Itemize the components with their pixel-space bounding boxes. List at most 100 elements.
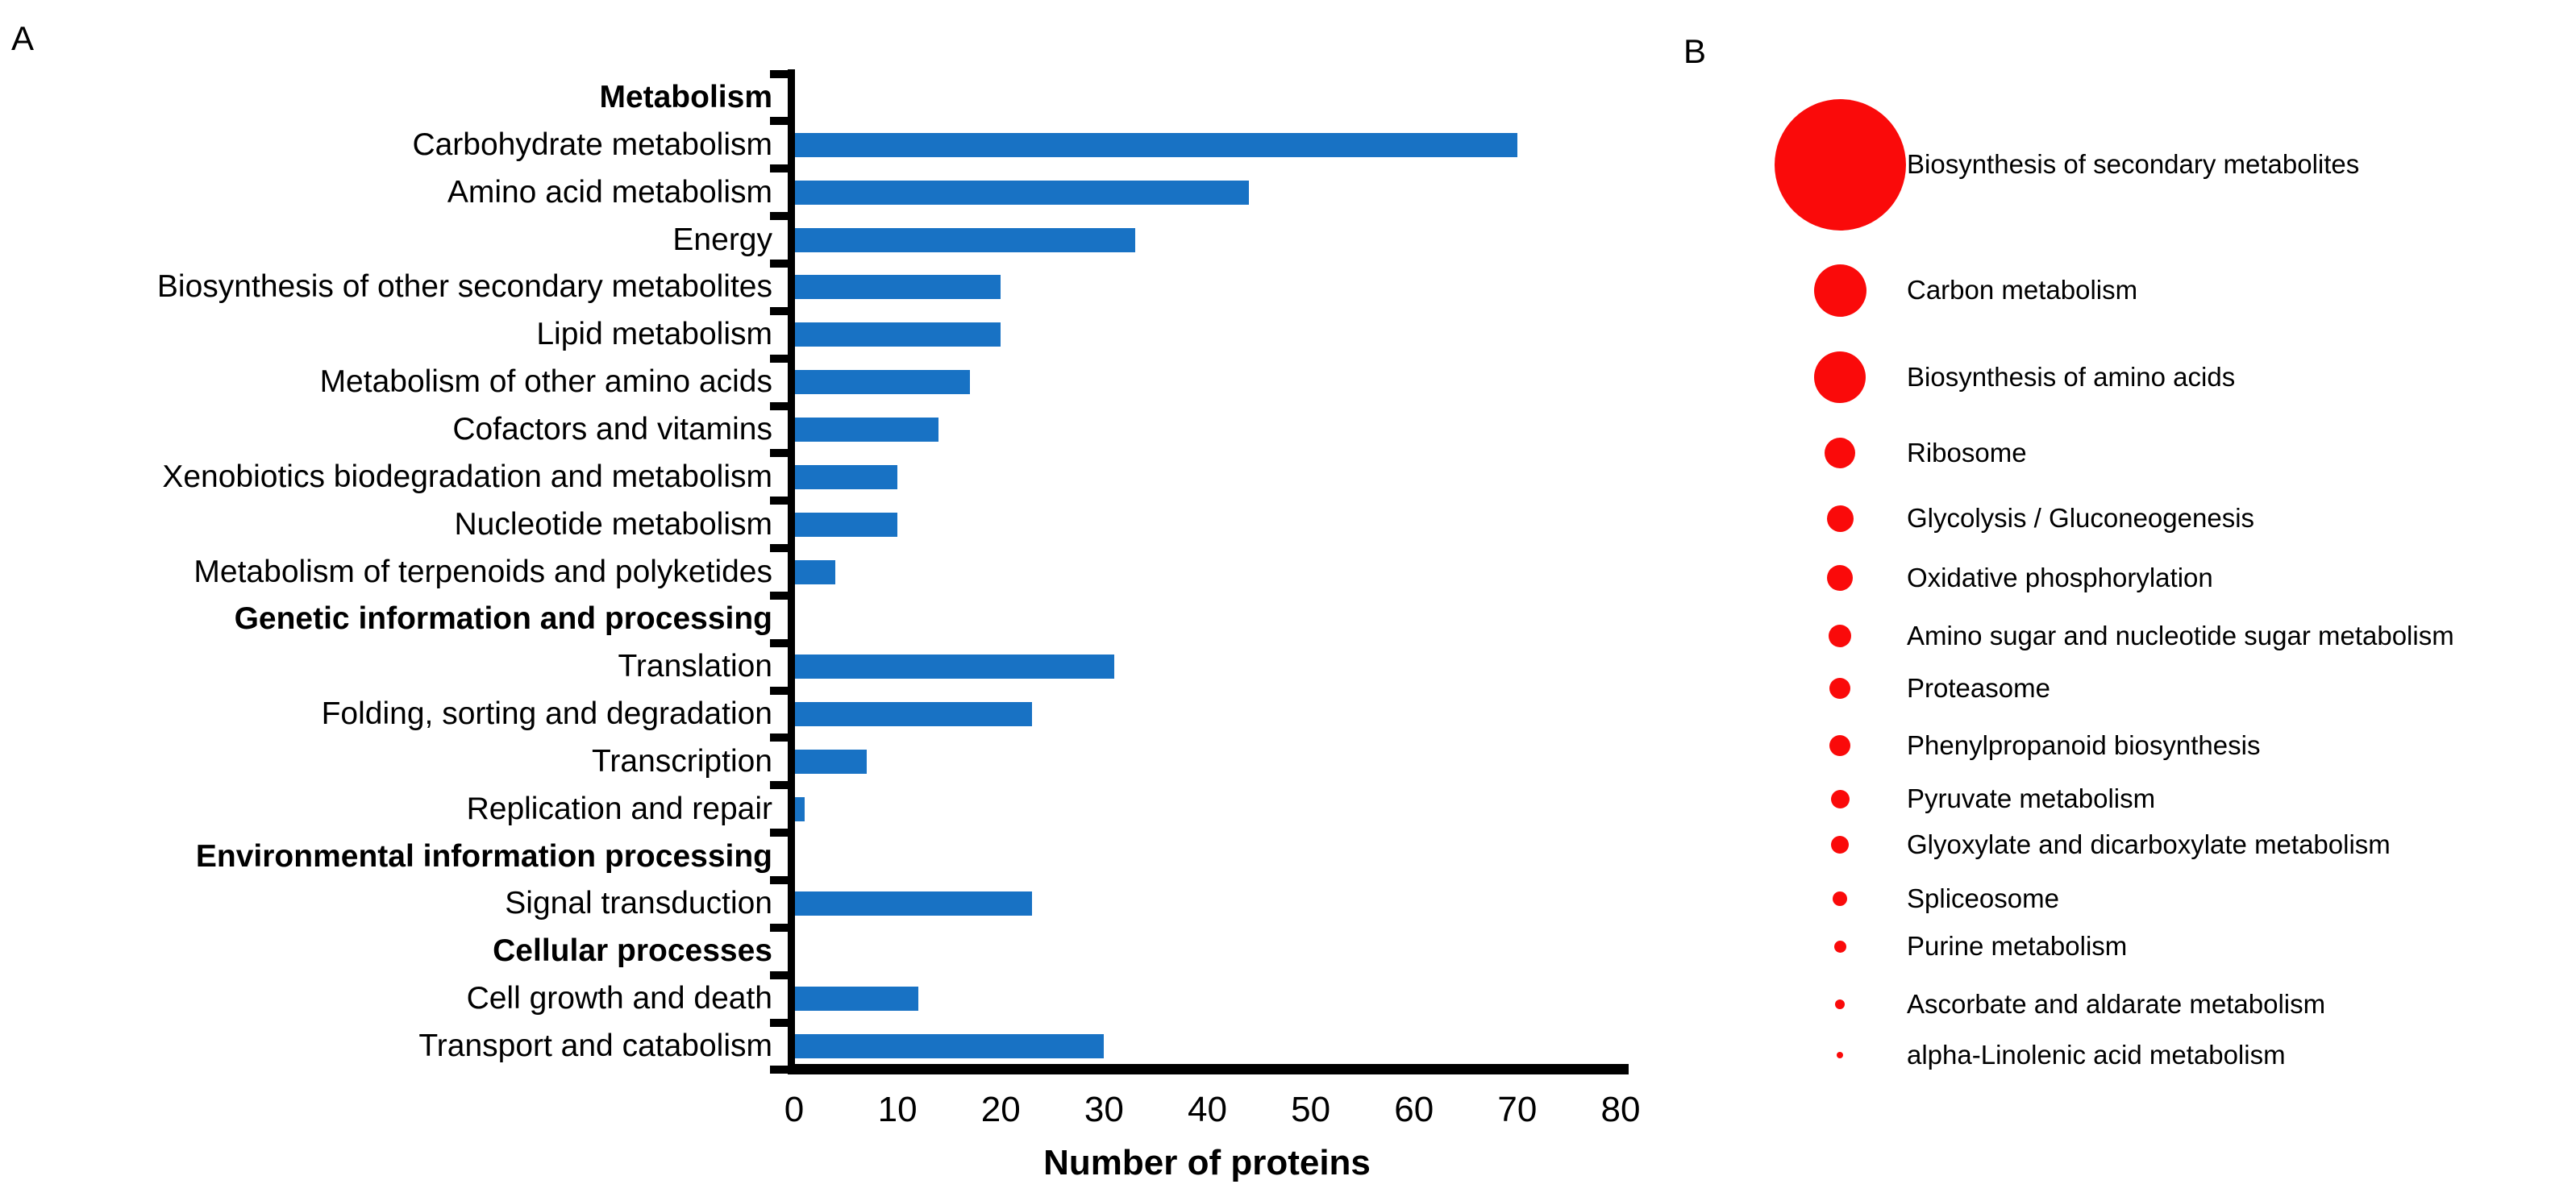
category-label: Biosynthesis of other secondary metaboli… — [156, 269, 772, 305]
x-axis-tick-label: 10 — [877, 1090, 918, 1129]
category-label: Transport and catabolism — [418, 1029, 772, 1063]
x-axis-tick-label: 70 — [1497, 1090, 1538, 1129]
y-axis-tick — [770, 781, 788, 790]
y-axis-tick — [770, 829, 788, 837]
pathway-bubble — [1835, 999, 1845, 1009]
y-axis-tick — [770, 497, 788, 505]
protein-count-bar — [795, 275, 1001, 300]
protein-count-bar — [795, 417, 939, 442]
x-axis-tick-label: 40 — [1188, 1090, 1227, 1129]
pathway-bubble — [1833, 891, 1847, 906]
pathway-bubble — [1833, 940, 1846, 953]
y-axis-tick — [770, 164, 788, 173]
category-label: Lipid metabolism — [536, 317, 772, 352]
y-axis-tick — [770, 449, 788, 458]
pathway-label: Ribosome — [1907, 438, 2027, 468]
x-axis-tick-label: 50 — [1291, 1090, 1331, 1129]
protein-count-bar — [795, 559, 836, 584]
pathway-bubble — [1829, 735, 1850, 756]
x-axis-title: Number of proteins — [1043, 1143, 1371, 1182]
y-axis-tick — [770, 212, 788, 221]
category-header-label: Genetic information and processing — [234, 601, 772, 637]
pathway-label: Glyoxylate and dicarboxylate metabolism — [1907, 829, 2391, 859]
protein-count-bar — [795, 322, 1001, 347]
y-axis-tick — [770, 69, 788, 78]
category-label: Carbohydrate metabolism — [412, 127, 772, 162]
pathway-bubble — [1814, 351, 1866, 403]
category-label: Signal transduction — [505, 886, 772, 921]
y-axis-tick — [770, 733, 788, 742]
category-label: Folding, sorting and degradation — [321, 696, 772, 732]
category-label: Transcription — [592, 743, 772, 779]
protein-count-bar — [795, 512, 898, 537]
y-axis-tick — [770, 876, 788, 885]
category-header-label: Cellular processes — [493, 933, 772, 969]
panel-a-label: A — [11, 19, 35, 57]
protein-count-bar — [795, 1034, 1105, 1058]
pathway-bubble — [1829, 678, 1850, 699]
y-axis-tick — [770, 1018, 788, 1027]
panel-b-label: B — [1683, 32, 1707, 70]
x-axis-tick-label: 60 — [1394, 1090, 1434, 1129]
y-axis-tick — [770, 306, 788, 315]
y-axis-tick — [770, 638, 788, 647]
pathway-label: Ascorbate and aldarate metabolism — [1907, 989, 2326, 1019]
y-axis-tick — [770, 1066, 788, 1074]
pathway-bubble — [1826, 505, 1854, 532]
pathway-bubble — [1829, 625, 1851, 647]
category-label: Nucleotide metabolism — [454, 506, 772, 542]
y-axis-tick — [770, 923, 788, 932]
pathway-label: Oxidative phosphorylation — [1907, 563, 2213, 592]
category-label: Xenobiotics biodegradation and metabolis… — [162, 459, 772, 494]
y-axis-tick — [770, 117, 788, 126]
pathway-bubble — [1774, 98, 1906, 231]
protein-count-bar — [795, 749, 867, 774]
protein-count-bar — [795, 796, 805, 821]
category-label: Metabolism of terpenoids and polyketides — [194, 554, 772, 589]
category-label: Translation — [618, 649, 772, 684]
protein-count-bar — [795, 702, 1032, 727]
pathway-bubble — [1813, 264, 1866, 317]
y-axis-tick — [770, 591, 788, 600]
pathway-label: Biosynthesis of amino acids — [1907, 362, 2236, 392]
protein-count-bar — [795, 180, 1249, 205]
category-label: Metabolism of other amino acids — [319, 364, 772, 400]
y-axis-tick — [770, 686, 788, 695]
x-axis-tick-label: 30 — [1084, 1090, 1124, 1129]
category-label: Energy — [672, 222, 772, 257]
pathway-bubble — [1827, 565, 1853, 591]
x-axis-tick-label: 20 — [980, 1090, 1021, 1129]
y-axis-tick — [770, 401, 788, 410]
category-label: Cell growth and death — [466, 981, 772, 1016]
pathway-label: Amino sugar and nucleotide sugar metabol… — [1907, 621, 2454, 650]
protein-count-bar — [795, 655, 1115, 679]
pathway-label: Pyruvate metabolism — [1907, 783, 2156, 813]
pathway-label: Phenylpropanoid biosynthesis — [1907, 730, 2261, 760]
x-axis-tick-label: 0 — [784, 1090, 805, 1129]
pathway-label: Glycolysis / Gluconeogenesis — [1907, 503, 2255, 533]
protein-count-bar — [795, 891, 1032, 916]
protein-count-bar — [795, 987, 918, 1012]
x-axis-line — [788, 1064, 1629, 1074]
protein-count-bar — [795, 227, 1135, 252]
protein-count-bar — [795, 132, 1517, 157]
pathway-bubble — [1831, 836, 1849, 854]
x-axis-tick-label: 80 — [1600, 1090, 1641, 1129]
y-axis-line — [788, 69, 795, 1074]
pathway-label: Carbon metabolism — [1907, 275, 2138, 305]
category-header-label: Metabolism — [599, 80, 772, 114]
category-label: Cofactors and vitamins — [452, 411, 772, 447]
pathway-bubble — [1837, 1052, 1843, 1058]
y-axis-tick — [770, 544, 788, 553]
category-label: Amino acid metabolism — [447, 174, 772, 210]
pathway-bubble — [1830, 789, 1850, 808]
category-header-label: Environmental information processing — [195, 838, 772, 874]
pathway-label: Spliceosome — [1907, 883, 2059, 913]
pathway-label: Proteasome — [1907, 673, 2050, 703]
y-axis-tick — [770, 354, 788, 363]
pathway-label: Purine metabolism — [1907, 931, 2128, 961]
pathway-bubble — [1825, 438, 1855, 468]
pathway-label: alpha-Linolenic acid metabolism — [1907, 1040, 2286, 1070]
y-axis-tick — [770, 259, 788, 268]
